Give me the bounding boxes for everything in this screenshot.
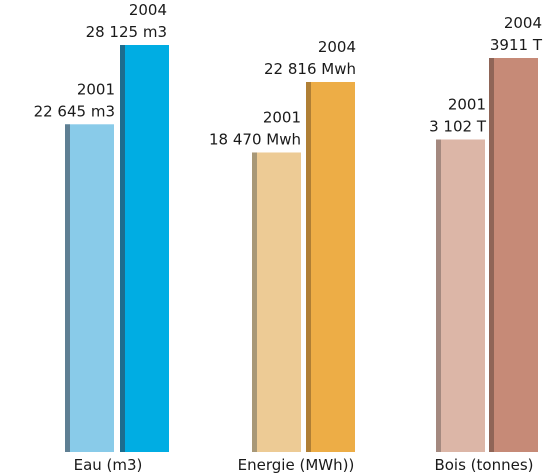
- bar-eau-m3-2004: [120, 45, 169, 452]
- data-label-year-eau-m3-2004: 2004: [129, 1, 167, 19]
- bar-bois-tonnes-2001: [436, 139, 485, 452]
- data-label-year-bois-tonnes-2004: 2004: [504, 14, 542, 32]
- data-label-year-energie-mwh-2001: 2001: [263, 108, 301, 126]
- bar-edge-eau-m3-2001: [65, 124, 70, 452]
- bar-eau-m3-2001: [65, 124, 114, 452]
- data-label-value-bois-tonnes-2004: 3911 T: [490, 36, 543, 54]
- bar-energie-mwh-2001: [252, 152, 301, 453]
- bar-edge-bois-tonnes-2001: [436, 139, 441, 452]
- data-label-year-eau-m3-2001: 2001: [77, 80, 115, 98]
- data-label-value-energie-mwh-2001: 18 470 Mwh: [209, 130, 301, 148]
- category-label-2: Energie (MWh)): [238, 456, 355, 474]
- data-label-value-energie-mwh-2004: 22 816 Mwh: [264, 60, 356, 78]
- bar-edge-energie-mwh-2001: [252, 152, 257, 453]
- bar-energie-mwh-2004: [306, 82, 355, 452]
- data-label-value-bois-tonnes-2001: 3 102 T: [429, 117, 487, 135]
- data-label-year-energie-mwh-2004: 2004: [318, 38, 356, 56]
- category-label-3: Bois (tonnes): [434, 456, 533, 474]
- data-label-value-eau-m3-2001: 22 645 m3: [34, 102, 115, 120]
- data-label-year-bois-tonnes-2001: 2001: [448, 95, 486, 113]
- data-label-value-eau-m3-2004: 28 125 m3: [86, 23, 167, 41]
- bar-edge-bois-tonnes-2004: [489, 58, 494, 452]
- category-label-1: Eau (m3): [74, 456, 143, 474]
- bar-bois-tonnes-2004: [489, 58, 538, 452]
- bar-edge-energie-mwh-2004: [306, 82, 311, 452]
- bar-edge-eau-m3-2004: [120, 45, 125, 452]
